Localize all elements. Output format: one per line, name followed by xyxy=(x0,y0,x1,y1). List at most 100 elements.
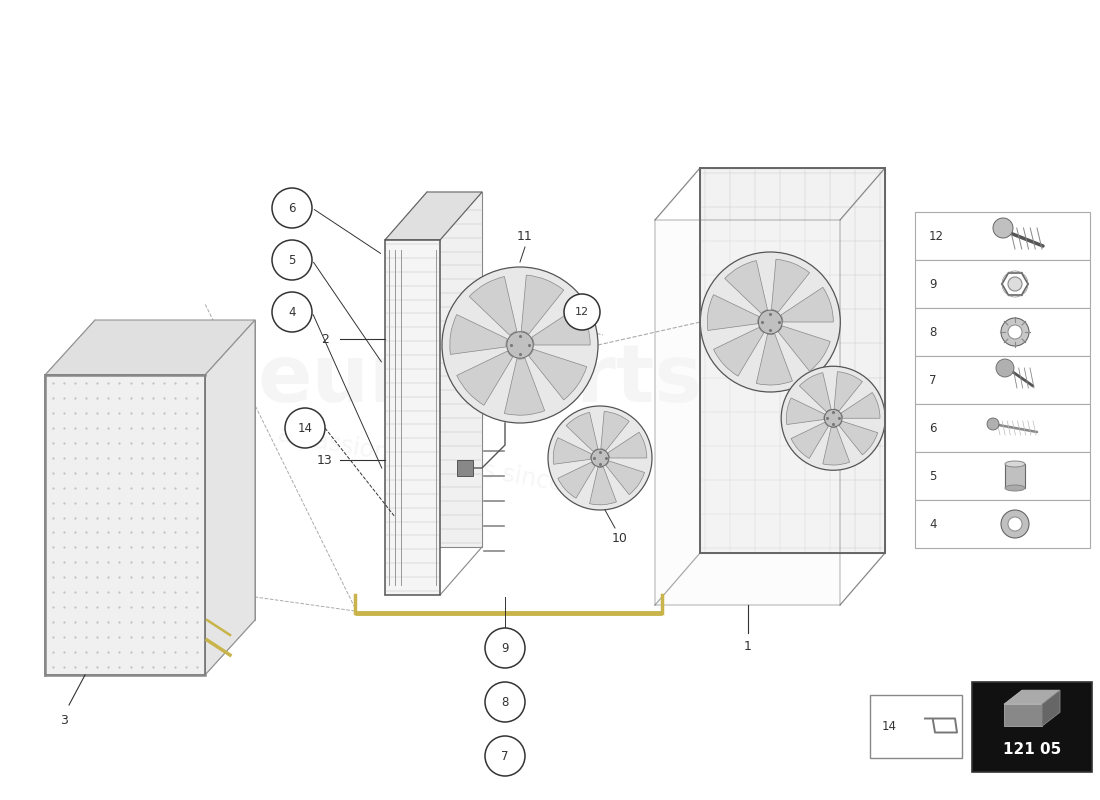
Text: 9: 9 xyxy=(930,278,936,290)
FancyBboxPatch shape xyxy=(915,212,1090,260)
Text: 7: 7 xyxy=(930,374,936,386)
Polygon shape xyxy=(45,320,255,375)
Text: 10: 10 xyxy=(612,531,628,545)
Text: 8: 8 xyxy=(502,695,508,709)
Circle shape xyxy=(485,682,525,722)
Text: 7: 7 xyxy=(502,750,508,762)
Text: 14: 14 xyxy=(297,422,312,434)
Polygon shape xyxy=(427,192,482,547)
Circle shape xyxy=(272,188,312,228)
FancyBboxPatch shape xyxy=(870,695,962,758)
Circle shape xyxy=(701,252,840,392)
Text: 6: 6 xyxy=(288,202,296,214)
Wedge shape xyxy=(566,412,598,451)
Wedge shape xyxy=(608,432,647,458)
Text: 1: 1 xyxy=(744,641,751,654)
Circle shape xyxy=(996,359,1014,377)
FancyBboxPatch shape xyxy=(456,460,473,476)
Wedge shape xyxy=(800,373,832,412)
Text: a passion for parts since1985: a passion for parts since1985 xyxy=(276,423,624,507)
Polygon shape xyxy=(385,240,440,595)
Polygon shape xyxy=(95,320,255,620)
Text: 9: 9 xyxy=(502,642,508,654)
Wedge shape xyxy=(529,350,586,400)
FancyBboxPatch shape xyxy=(915,260,1090,308)
Circle shape xyxy=(485,628,525,668)
Polygon shape xyxy=(654,220,840,605)
Wedge shape xyxy=(531,306,591,345)
Wedge shape xyxy=(558,462,595,498)
FancyBboxPatch shape xyxy=(915,356,1090,404)
FancyBboxPatch shape xyxy=(915,404,1090,452)
Polygon shape xyxy=(385,192,482,240)
Wedge shape xyxy=(714,327,763,376)
Wedge shape xyxy=(842,393,880,418)
Text: 13: 13 xyxy=(317,454,333,466)
Text: 6: 6 xyxy=(930,422,936,434)
Text: 12: 12 xyxy=(575,307,590,317)
Circle shape xyxy=(564,294,600,330)
Circle shape xyxy=(758,310,782,334)
Circle shape xyxy=(1008,277,1022,291)
Circle shape xyxy=(1008,517,1022,531)
Circle shape xyxy=(548,406,652,510)
Text: 3: 3 xyxy=(60,714,68,726)
Wedge shape xyxy=(725,261,768,314)
Text: europarts: europarts xyxy=(257,341,703,419)
Wedge shape xyxy=(839,421,878,455)
Circle shape xyxy=(824,410,842,427)
Circle shape xyxy=(507,332,534,358)
Wedge shape xyxy=(823,427,849,465)
Text: 2: 2 xyxy=(321,333,329,346)
Wedge shape xyxy=(707,294,759,330)
Circle shape xyxy=(272,240,312,280)
Ellipse shape xyxy=(1005,485,1025,491)
FancyBboxPatch shape xyxy=(1005,464,1025,488)
Circle shape xyxy=(1001,510,1028,538)
Circle shape xyxy=(272,292,312,332)
Circle shape xyxy=(1008,325,1022,339)
Wedge shape xyxy=(606,461,645,494)
Polygon shape xyxy=(1004,704,1042,726)
Polygon shape xyxy=(1042,690,1060,726)
Wedge shape xyxy=(590,466,616,505)
Circle shape xyxy=(485,736,525,776)
Polygon shape xyxy=(1004,690,1060,704)
FancyBboxPatch shape xyxy=(915,308,1090,356)
Circle shape xyxy=(1001,318,1028,346)
Polygon shape xyxy=(45,375,205,675)
Wedge shape xyxy=(834,372,862,411)
Wedge shape xyxy=(778,326,830,371)
Wedge shape xyxy=(521,275,564,334)
Circle shape xyxy=(442,267,598,423)
Wedge shape xyxy=(553,438,592,464)
Wedge shape xyxy=(505,358,544,415)
Wedge shape xyxy=(771,259,810,312)
Wedge shape xyxy=(470,277,517,335)
FancyBboxPatch shape xyxy=(972,682,1092,772)
Circle shape xyxy=(591,449,608,467)
Circle shape xyxy=(781,366,886,470)
Text: 121 05: 121 05 xyxy=(1003,742,1062,758)
Text: 4: 4 xyxy=(288,306,296,318)
Ellipse shape xyxy=(1005,461,1025,467)
Circle shape xyxy=(993,218,1013,238)
Circle shape xyxy=(285,408,324,448)
Wedge shape xyxy=(450,314,507,354)
Wedge shape xyxy=(757,334,792,385)
Text: 12: 12 xyxy=(930,230,944,242)
Text: 14: 14 xyxy=(882,720,896,733)
Wedge shape xyxy=(456,351,513,406)
Text: 11: 11 xyxy=(517,230,532,243)
Polygon shape xyxy=(205,320,255,675)
Wedge shape xyxy=(791,422,828,458)
Circle shape xyxy=(987,418,999,430)
Text: 8: 8 xyxy=(930,326,936,338)
Wedge shape xyxy=(786,398,825,425)
Text: 4: 4 xyxy=(930,518,936,530)
FancyBboxPatch shape xyxy=(915,500,1090,548)
Text: 5: 5 xyxy=(930,470,936,482)
Text: 5: 5 xyxy=(288,254,296,266)
Polygon shape xyxy=(700,168,886,553)
Wedge shape xyxy=(781,287,834,322)
